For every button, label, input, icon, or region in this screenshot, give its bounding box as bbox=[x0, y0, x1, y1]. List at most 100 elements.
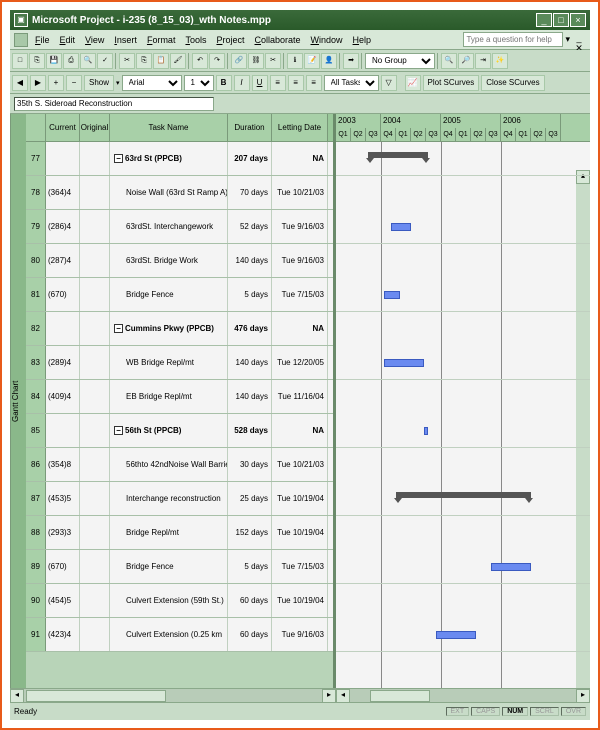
cell-current[interactable] bbox=[46, 142, 80, 175]
minus-button[interactable]: − bbox=[66, 75, 82, 91]
minimize-button[interactable]: _ bbox=[536, 13, 552, 27]
cell-taskname[interactable]: −63rd St (PPCB) bbox=[110, 142, 228, 175]
cell-current[interactable]: (286)4 bbox=[46, 210, 80, 243]
link-button[interactable]: 🔗 bbox=[231, 53, 247, 69]
cell-original[interactable] bbox=[80, 142, 110, 175]
cell-original[interactable] bbox=[80, 550, 110, 583]
outdent-button[interactable]: ◀ bbox=[12, 75, 28, 91]
row-number[interactable]: 78 bbox=[26, 176, 46, 209]
close-scurves-button[interactable]: Close SCurves bbox=[481, 75, 544, 91]
cell-taskname[interactable]: Bridge Repl/mt bbox=[110, 516, 228, 549]
cell-current[interactable] bbox=[46, 414, 80, 447]
table-row[interactable]: 88(293)3Bridge Repl/mt152 daysTue 10/19/… bbox=[26, 516, 333, 550]
gantt-row[interactable] bbox=[336, 618, 590, 652]
cell-duration[interactable]: 5 days bbox=[228, 278, 272, 311]
cell-current[interactable]: (289)4 bbox=[46, 346, 80, 379]
row-number[interactable]: 82 bbox=[26, 312, 46, 345]
collapse-icon[interactable]: − bbox=[114, 426, 123, 435]
menu-collaborate[interactable]: Collaborate bbox=[250, 33, 306, 47]
preview-button[interactable]: 🔍 bbox=[80, 53, 96, 69]
summary-bar[interactable] bbox=[396, 492, 531, 498]
menu-window[interactable]: Window bbox=[306, 33, 348, 47]
plot-scurves-button[interactable]: Plot SCurves bbox=[423, 75, 480, 91]
menu-file[interactable]: File bbox=[30, 33, 55, 47]
grid-scroll-thumb[interactable] bbox=[26, 690, 166, 702]
cut-button[interactable]: ✂ bbox=[119, 53, 135, 69]
menu-help[interactable]: Help bbox=[348, 33, 377, 47]
cell-current[interactable]: (423)4 bbox=[46, 618, 80, 651]
group-filter-select[interactable]: No Group bbox=[365, 53, 435, 69]
save-button[interactable]: 💾 bbox=[46, 53, 62, 69]
gantt-row[interactable] bbox=[336, 278, 590, 312]
table-row[interactable]: 90(454)5Culvert Extension (59th St.)60 d… bbox=[26, 584, 333, 618]
cell-original[interactable] bbox=[80, 584, 110, 617]
table-row[interactable]: 81(670)Bridge Fence5 daysTue 7/15/03 bbox=[26, 278, 333, 312]
task-bar[interactable] bbox=[491, 563, 531, 571]
cell-duration[interactable]: 30 days bbox=[228, 448, 272, 481]
unlink-button[interactable]: ⛓ bbox=[248, 53, 264, 69]
cell-duration[interactable]: 207 days bbox=[228, 142, 272, 175]
task-bar[interactable] bbox=[384, 359, 424, 367]
row-number[interactable]: 84 bbox=[26, 380, 46, 413]
print-button[interactable]: ⎙ bbox=[63, 53, 79, 69]
cell-duration[interactable]: 140 days bbox=[228, 346, 272, 379]
align-center-button[interactable]: ≡ bbox=[288, 75, 304, 91]
menu-tools[interactable]: Tools bbox=[180, 33, 211, 47]
menu-format[interactable]: Format bbox=[142, 33, 181, 47]
cell-letting[interactable]: Tue 10/19/04 bbox=[272, 584, 328, 617]
italic-button[interactable]: I bbox=[234, 75, 250, 91]
align-left-button[interactable]: ≡ bbox=[270, 75, 286, 91]
cell-taskname[interactable]: Noise Wall (63rd St Ramp A) bbox=[110, 176, 228, 209]
cell-current[interactable]: (670) bbox=[46, 550, 80, 583]
task-bar[interactable] bbox=[384, 291, 400, 299]
zoom-in-button[interactable]: 🔍 bbox=[441, 53, 457, 69]
row-number[interactable]: 80 bbox=[26, 244, 46, 277]
cell-taskname[interactable]: Bridge Fence bbox=[110, 550, 228, 583]
collapse-icon[interactable]: − bbox=[114, 324, 123, 333]
collapse-icon[interactable]: − bbox=[114, 154, 123, 163]
menu-insert[interactable]: Insert bbox=[109, 33, 142, 47]
cell-duration[interactable]: 528 days bbox=[228, 414, 272, 447]
menu-project[interactable]: Project bbox=[211, 33, 249, 47]
cell-original[interactable] bbox=[80, 618, 110, 651]
cell-letting[interactable]: NA bbox=[272, 414, 328, 447]
gantt-row[interactable] bbox=[336, 210, 590, 244]
curve-icon[interactable]: 📈 bbox=[405, 75, 421, 91]
cell-letting[interactable]: NA bbox=[272, 142, 328, 175]
table-row[interactable]: 85−56th St (PPCB)528 daysNA bbox=[26, 414, 333, 448]
open-button[interactable]: ⎘ bbox=[29, 53, 45, 69]
cell-taskname[interactable]: Interchange reconstruction bbox=[110, 482, 228, 515]
assign-button[interactable]: 👤 bbox=[321, 53, 337, 69]
header-current[interactable]: Current bbox=[46, 114, 80, 141]
cell-original[interactable] bbox=[80, 516, 110, 549]
row-number[interactable]: 83 bbox=[26, 346, 46, 379]
cell-current[interactable]: (287)4 bbox=[46, 244, 80, 277]
gantt-row[interactable] bbox=[336, 346, 590, 380]
task-filter-select[interactable]: All Tasks bbox=[324, 75, 379, 91]
header-taskname[interactable]: Task Name bbox=[110, 114, 228, 141]
cell-duration[interactable]: 70 days bbox=[228, 176, 272, 209]
cell-current[interactable]: (354)8 bbox=[46, 448, 80, 481]
gantt-row[interactable] bbox=[336, 686, 590, 688]
view-tab-gantt[interactable]: Gantt Chart bbox=[10, 114, 26, 688]
cell-taskname[interactable]: Bridge Fence bbox=[110, 278, 228, 311]
cell-current[interactable] bbox=[46, 312, 80, 345]
cell-letting[interactable]: Tue 11/16/04 bbox=[272, 380, 328, 413]
row-number[interactable]: 90 bbox=[26, 584, 46, 617]
help-search-input[interactable] bbox=[463, 32, 563, 47]
gantt-row[interactable] bbox=[336, 142, 590, 176]
table-row[interactable]: 79(286)463rdSt. Interchangework52 daysTu… bbox=[26, 210, 333, 244]
cell-current[interactable]: (454)5 bbox=[46, 584, 80, 617]
cell-letting[interactable]: Tue 10/21/03 bbox=[272, 176, 328, 209]
split-button[interactable]: ✂ bbox=[265, 53, 281, 69]
menu-view[interactable]: View bbox=[80, 33, 109, 47]
cell-duration[interactable]: 476 days bbox=[228, 312, 272, 345]
copy-button[interactable]: ⎘ bbox=[136, 53, 152, 69]
close-button[interactable]: × bbox=[570, 13, 586, 27]
table-row[interactable]: 84(409)4EB Bridge Repl/mt140 daysTue 11/… bbox=[26, 380, 333, 414]
cell-original[interactable] bbox=[80, 346, 110, 379]
format-painter-button[interactable]: 🖌 bbox=[170, 53, 186, 69]
cell-taskname[interactable]: Culvert Extension (59th St.) bbox=[110, 584, 228, 617]
summary-bar[interactable] bbox=[368, 152, 428, 158]
table-row[interactable]: 78(364)4Noise Wall (63rd St Ramp A)70 da… bbox=[26, 176, 333, 210]
